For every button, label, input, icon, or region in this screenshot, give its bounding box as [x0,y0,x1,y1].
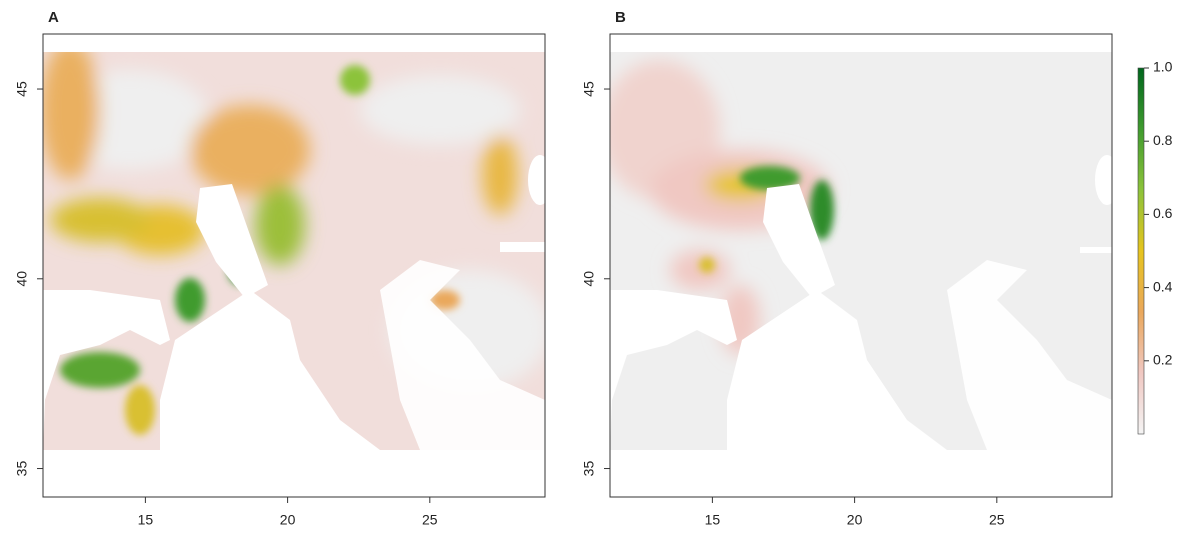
y-tick-label: 45 [581,81,597,97]
colorbar-tick-label: 1.0 [1153,59,1173,75]
raster-b [610,52,1112,450]
colorbar [1137,67,1145,435]
x-tick-label: 25 [422,512,438,528]
y-tick-label: 45 [14,81,30,97]
colorbar-tick-label: 0.2 [1153,352,1173,368]
y-tick-label: 35 [581,461,597,477]
plot-frame [609,33,1113,498]
y-tick-label: 40 [581,271,597,287]
y-tick-label: 40 [14,271,30,287]
x-tick-label: 15 [705,512,721,528]
y-tick-label: 35 [14,461,30,477]
colorbar-tick-label: 0.6 [1153,205,1173,221]
panel-title: B [615,9,626,26]
raster-a [43,52,545,450]
x-tick-label: 20 [280,512,296,528]
plot-frame [42,33,546,498]
x-tick-label: 20 [847,512,863,528]
x-tick-label: 15 [138,512,154,528]
panel-title: A [48,9,59,26]
x-tick-label: 25 [989,512,1005,528]
colorbar-tick-label: 0.4 [1153,278,1173,294]
colorbar-tick-label: 0.8 [1153,132,1173,148]
